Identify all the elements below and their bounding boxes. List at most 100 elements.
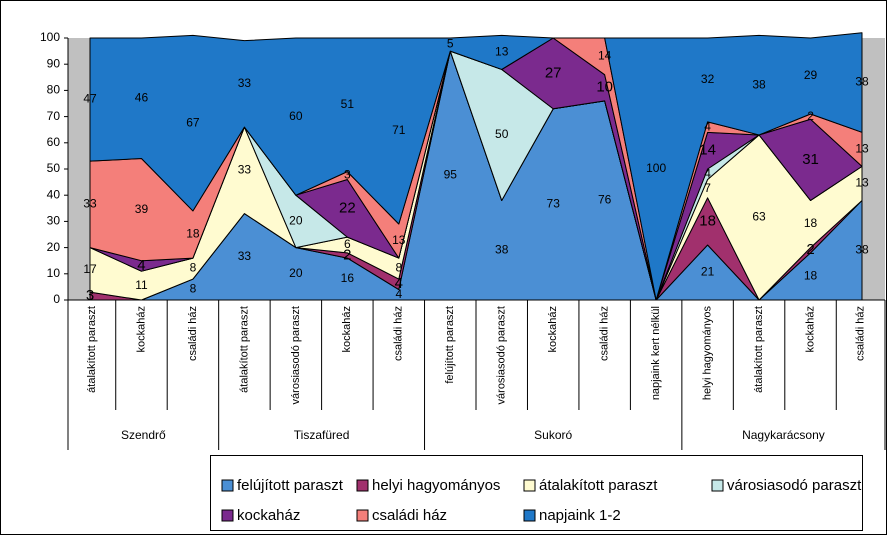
data-label: 60 xyxy=(289,109,303,123)
group-label: Nagykarácsony xyxy=(742,428,825,442)
data-label: 13 xyxy=(392,233,406,247)
plot-side xyxy=(68,38,90,300)
data-label: 10 xyxy=(596,79,613,96)
data-label: 73 xyxy=(547,197,561,211)
data-label: 33 xyxy=(238,249,252,263)
data-label: 33 xyxy=(238,76,252,90)
data-label: 2 xyxy=(343,246,351,263)
y-tick-label: 60 xyxy=(47,135,61,149)
legend-swatch xyxy=(221,479,234,492)
legend-label: felújított paraszt xyxy=(237,477,344,494)
legend-swatch xyxy=(711,479,724,492)
data-label: 33 xyxy=(83,197,97,211)
data-label: 4 xyxy=(704,166,711,180)
data-label: 2 xyxy=(807,109,814,123)
data-label: 18 xyxy=(804,216,818,230)
x-tick-label: felújított paraszt xyxy=(444,306,456,384)
data-label: 20 xyxy=(289,214,303,228)
legend-label: kockaház xyxy=(237,507,300,524)
data-label: 4 xyxy=(137,257,145,274)
legend-box xyxy=(210,455,863,531)
group-label: Tiszafüred xyxy=(294,428,350,442)
legend-swatch xyxy=(356,509,369,522)
y-tick-label: 20 xyxy=(47,240,61,254)
data-label: 39 xyxy=(135,202,149,216)
data-label: 2 xyxy=(806,241,814,258)
data-label: 50 xyxy=(495,127,509,141)
y-tick-label: 80 xyxy=(47,83,61,97)
x-tick-label: kockaház xyxy=(341,306,353,352)
data-label: 6 xyxy=(344,237,351,251)
data-label: 4 xyxy=(704,119,711,133)
data-label: 38 xyxy=(855,242,869,256)
y-tick-label: 70 xyxy=(47,109,61,123)
x-tick-label: átalakított paraszt xyxy=(238,306,250,393)
group-label: Szendrő xyxy=(121,428,166,442)
data-label: 67 xyxy=(186,115,200,129)
x-tick-label: átalakított paraszt xyxy=(753,306,765,393)
plot-side xyxy=(862,38,885,300)
data-label: 8 xyxy=(395,261,402,275)
data-label: 3 xyxy=(86,287,94,304)
data-label: 18 xyxy=(804,269,818,283)
data-label: 22 xyxy=(339,199,356,216)
data-label: 20 xyxy=(289,266,303,280)
legend-swatch xyxy=(221,509,234,522)
data-label: 32 xyxy=(701,72,715,86)
y-tick-label: 90 xyxy=(47,56,61,70)
y-tick-label: 100 xyxy=(40,30,60,44)
data-label: 16 xyxy=(341,271,355,285)
data-label: 4 xyxy=(395,287,402,301)
data-label: 17 xyxy=(83,262,97,276)
data-label: 11 xyxy=(135,278,148,292)
legend-swatch xyxy=(523,509,536,522)
legend-label: átalakított paraszt xyxy=(539,477,658,494)
x-tick-label: városiasodó paraszt xyxy=(290,306,302,404)
data-label: 71 xyxy=(392,123,406,137)
x-tick-label: családi ház xyxy=(393,306,405,361)
x-tick-label: városiasodó paraszt xyxy=(496,306,508,404)
y-tick-label: 30 xyxy=(47,214,61,228)
y-tick-label: 50 xyxy=(47,161,61,175)
x-tick-label: családi ház xyxy=(855,306,867,361)
data-label: 95 xyxy=(444,168,458,182)
y-tick-label: 0 xyxy=(53,292,60,306)
data-label: 21 xyxy=(701,265,715,279)
data-label: 14 xyxy=(699,142,716,159)
data-label: 100 xyxy=(646,161,666,175)
data-label: 63 xyxy=(752,210,766,224)
data-label: 27 xyxy=(545,64,562,81)
x-tick-label: családi ház xyxy=(187,306,199,361)
data-label: 33 xyxy=(238,162,252,176)
x-tick-label: napjaink kert nélkül xyxy=(650,306,662,400)
data-label: 4 xyxy=(395,275,403,292)
x-tick-label: átalakított paraszt xyxy=(86,306,98,393)
data-label: 8 xyxy=(190,261,197,275)
legend-label: helyi hagyományos xyxy=(372,477,500,494)
data-label: 7 xyxy=(704,181,711,195)
data-label: 29 xyxy=(804,68,818,82)
data-label: 47 xyxy=(83,92,97,106)
y-tick-label: 40 xyxy=(47,187,61,201)
data-label: 5 xyxy=(447,37,454,51)
y-tick-label: 10 xyxy=(47,266,61,280)
legend-label: napjaink 1-2 xyxy=(539,507,621,524)
data-label: 76 xyxy=(598,193,612,207)
x-tick-label: kockaház xyxy=(547,306,559,352)
data-label: 38 xyxy=(855,75,869,89)
data-label: 18 xyxy=(699,212,716,229)
data-label: 51 xyxy=(341,97,355,111)
x-tick-label: családi ház xyxy=(599,306,611,361)
legend-swatch xyxy=(356,479,369,492)
x-tick-label: helyi hagyományos xyxy=(702,306,714,401)
data-label: 38 xyxy=(495,242,509,256)
legend-swatch xyxy=(523,479,536,492)
x-tick-label: kockaház xyxy=(135,306,147,352)
data-label: 18 xyxy=(186,227,200,241)
data-label: 38 xyxy=(752,77,766,91)
legend-label: családi ház xyxy=(372,507,447,524)
data-label: 46 xyxy=(135,90,149,104)
data-label: 8 xyxy=(190,282,197,296)
legend-label: városiasodó paraszt xyxy=(727,477,862,494)
